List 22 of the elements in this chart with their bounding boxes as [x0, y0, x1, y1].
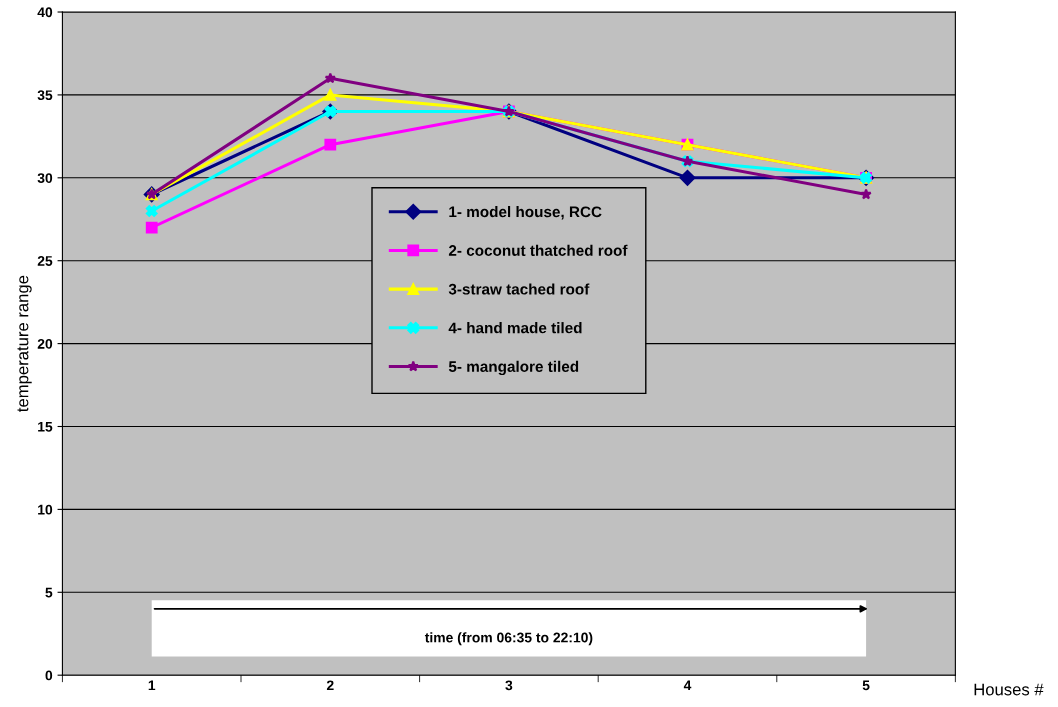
y-tick-label: 15 [38, 421, 53, 432]
y-axis-title: temperature range [17, 275, 32, 412]
x-tick-label: 5 [862, 680, 870, 691]
annotation: time (from 06:35 to 22:10) [424, 632, 593, 646]
x-axis-title: Houses # [974, 683, 1044, 696]
x-tick-label: 2 [326, 680, 334, 691]
x-tick-label: 1 [148, 680, 156, 691]
legend-label: 1- model house, RCC [449, 206, 602, 220]
legend-label: 4- hand made tiled [448, 322, 582, 334]
y-tick-label: 35 [37, 90, 53, 101]
x-tick-label: 3 [505, 680, 513, 691]
legend-label: 5- mangalore tiled [448, 360, 579, 376]
y-tick-label: 30 [37, 173, 53, 183]
y-tick-label: 5 [45, 587, 53, 598]
legend-label: 3-straw tached roof [448, 283, 590, 295]
y-tick-label: 20 [37, 338, 53, 349]
y-tick-label: 0 [45, 670, 53, 681]
y-tick-label: 40 [37, 7, 53, 18]
y-tick-label: 10 [38, 504, 53, 515]
legend-label: 2- coconut thatched roof [448, 244, 628, 256]
y-tick-label: 25 [37, 256, 53, 266]
x-tick-label: 4 [683, 680, 692, 691]
